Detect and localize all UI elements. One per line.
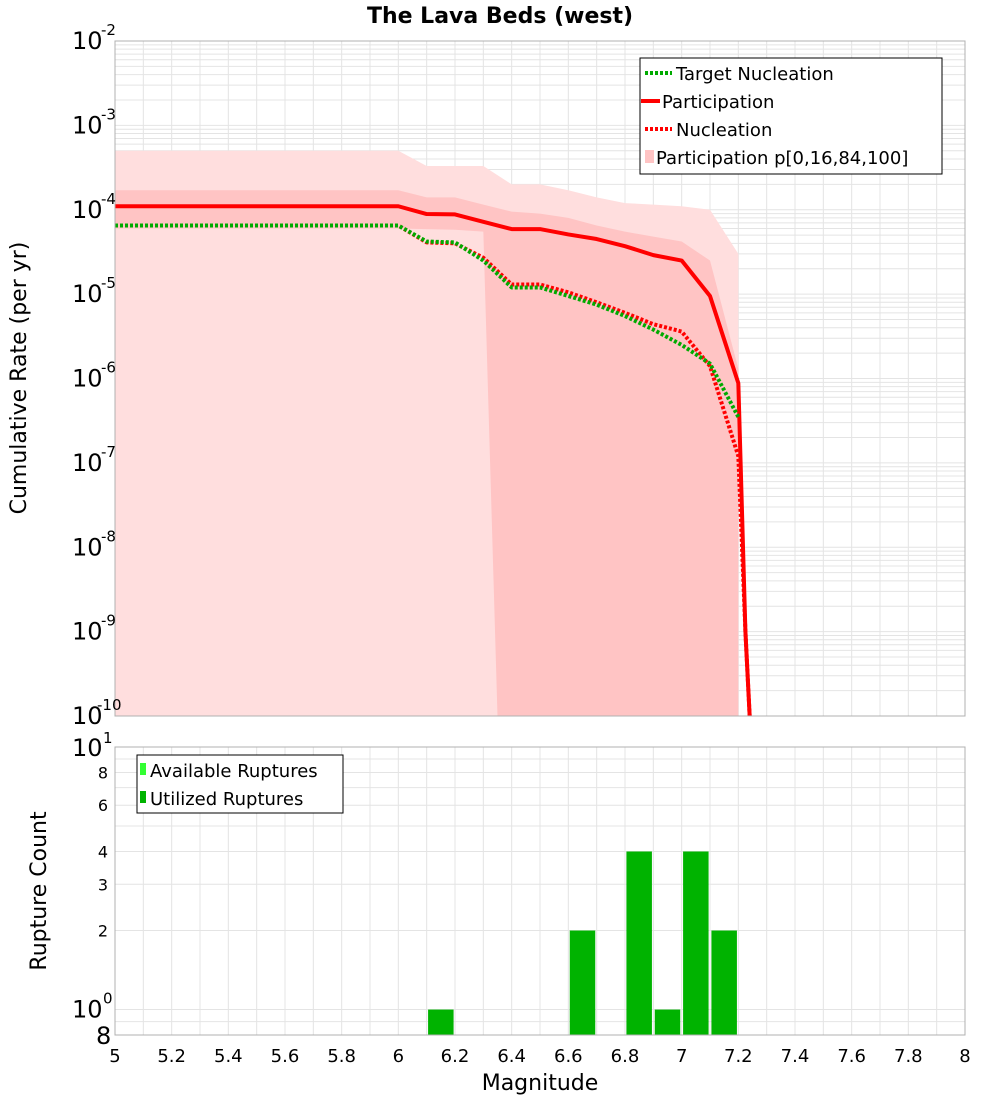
x-tick-label: 8 <box>959 1046 970 1067</box>
bottom-y-minor-tick: 8 <box>96 1022 111 1050</box>
legend-target-nucleation: Target Nucleation <box>675 64 834 85</box>
legend-utilized-swatch <box>140 791 146 803</box>
rupture-bar <box>428 1009 454 1035</box>
top-y-tick-exp: -9 <box>101 612 116 630</box>
top-y-tick-base: 10 <box>72 365 103 393</box>
top-y-tick: 10-7 <box>72 443 116 477</box>
x-tick-label: 6.6 <box>554 1046 583 1067</box>
top-y-tick: 10-4 <box>72 190 116 224</box>
top-y-tick-exp: -2 <box>101 21 116 39</box>
x-tick-label: 6.8 <box>611 1046 640 1067</box>
participation-bands <box>115 150 739 716</box>
bottom-y-minor-tick: 4 <box>98 842 108 861</box>
bottom-y-major-tick-exp: 1 <box>103 729 113 747</box>
legend-utilized-ruptures: Utilized Ruptures <box>150 789 303 810</box>
bottom-legend: Available Ruptures Utilized Ruptures <box>136 754 344 814</box>
top-y-tick: 10-5 <box>72 274 116 308</box>
chart-title: The Lava Beds (west) <box>367 4 633 29</box>
legend-participation: Participation <box>662 92 774 113</box>
top-y-tick-exp: -4 <box>101 190 116 208</box>
top-y-tick-exp: -8 <box>101 527 116 545</box>
legend-available-ruptures: Available Ruptures <box>150 761 318 782</box>
x-tick-label: 6 <box>393 1046 404 1067</box>
top-legend: Target Nucleation Participation Nucleati… <box>639 57 943 175</box>
x-tick-label: 5 <box>109 1046 120 1067</box>
bottom-y-minor-tick: 3 <box>98 875 108 894</box>
top-y-tick-base: 10 <box>72 702 103 730</box>
top-y-tick: 10-6 <box>72 359 116 393</box>
top-y-tick-base: 10 <box>72 27 103 55</box>
x-tick-label: 7.8 <box>894 1046 923 1067</box>
x-tick-label: 7.4 <box>781 1046 810 1067</box>
x-tick-label: 5.8 <box>327 1046 356 1067</box>
bottom-y-minor-tick: 6 <box>98 796 108 815</box>
top-y-tick: 10-9 <box>72 612 116 646</box>
top-plot-frame <box>114 40 966 717</box>
top-y-tick: 10-3 <box>72 105 116 139</box>
x-tick-label: 6.4 <box>497 1046 526 1067</box>
top-y-tick-exp: -10 <box>97 696 122 714</box>
bottom-y-major-tick: 10 0 <box>72 990 113 1024</box>
bottom-y-major-tick-exp: 0 <box>103 990 113 1008</box>
legend-nucleation: Nucleation <box>676 120 772 141</box>
top-y-tick-base: 10 <box>72 618 103 646</box>
x-axis-label: Magnitude <box>482 1071 599 1096</box>
legend-participation-band-swatch <box>645 150 654 163</box>
top-y-tick-exp: -7 <box>101 443 116 461</box>
x-tick-label: 7.2 <box>724 1046 753 1067</box>
top-y-tick-exp: -6 <box>101 359 116 377</box>
top-y-tick: 10-10 <box>72 696 122 730</box>
rupture-bar <box>626 851 652 1035</box>
x-tick-label: 5.2 <box>157 1046 186 1067</box>
x-tick-label: 5.6 <box>271 1046 300 1067</box>
top-y-tick-exp: -5 <box>101 274 116 292</box>
bottom-y-minor-tick: 8 <box>98 763 108 782</box>
rupture-bar <box>569 930 596 1035</box>
x-tick-label: 5.4 <box>214 1046 243 1067</box>
rupture-bar <box>654 1009 681 1035</box>
bottom-y-major-tick-base: 10 <box>72 734 103 762</box>
top-y-tick-base: 10 <box>72 196 103 224</box>
top-y-tick-labels: 10-210-310-410-510-610-710-810-910-10 <box>72 21 122 730</box>
x-tick-label: 6.2 <box>441 1046 470 1067</box>
x-tick-labels: 5 5.2 5.4 5.6 5.8 6 6.2 6.4 6.6 6.8 7 7.2 7.4 7.6 7.8 8 <box>109 1046 970 1067</box>
x-tick-label: 7 <box>676 1046 687 1067</box>
bottom-legend-box <box>136 754 344 814</box>
top-y-tick-exp: -3 <box>101 105 116 123</box>
x-tick-label: 7.6 <box>837 1046 866 1067</box>
top-legend-box <box>639 57 943 175</box>
top-y-tick-base: 10 <box>72 533 103 561</box>
bottom-y-minor-tick: 2 <box>98 922 108 941</box>
bottom-y-major-tick-base: 10 <box>72 996 103 1024</box>
rate-lines <box>115 204 752 717</box>
target-nucleation-line <box>115 223 741 418</box>
top-y-tick: 10-8 <box>72 527 116 561</box>
bottom-plot-frame <box>114 746 966 1036</box>
top-y-tick: 10-2 <box>72 21 116 55</box>
participation-line <box>115 204 752 717</box>
top-y-tick-base: 10 <box>72 111 103 139</box>
legend-available-swatch <box>140 763 146 775</box>
top-y-axis-label: Cumulative Rate (per yr) <box>7 242 32 515</box>
rupture-bars <box>428 851 737 1035</box>
rupture-bar <box>711 930 737 1035</box>
top-y-tick-base: 10 <box>72 449 103 477</box>
legend-participation-band: Participation p[0,16,84,100] <box>656 148 908 169</box>
participation-inner-band <box>115 190 739 716</box>
top-y-tick-base: 10 <box>72 280 103 308</box>
bottom-y-major-tick: 10 1 <box>72 729 113 762</box>
rupture-bar <box>683 851 709 1035</box>
bottom-y-axis-label: Rupture Count <box>27 811 52 971</box>
